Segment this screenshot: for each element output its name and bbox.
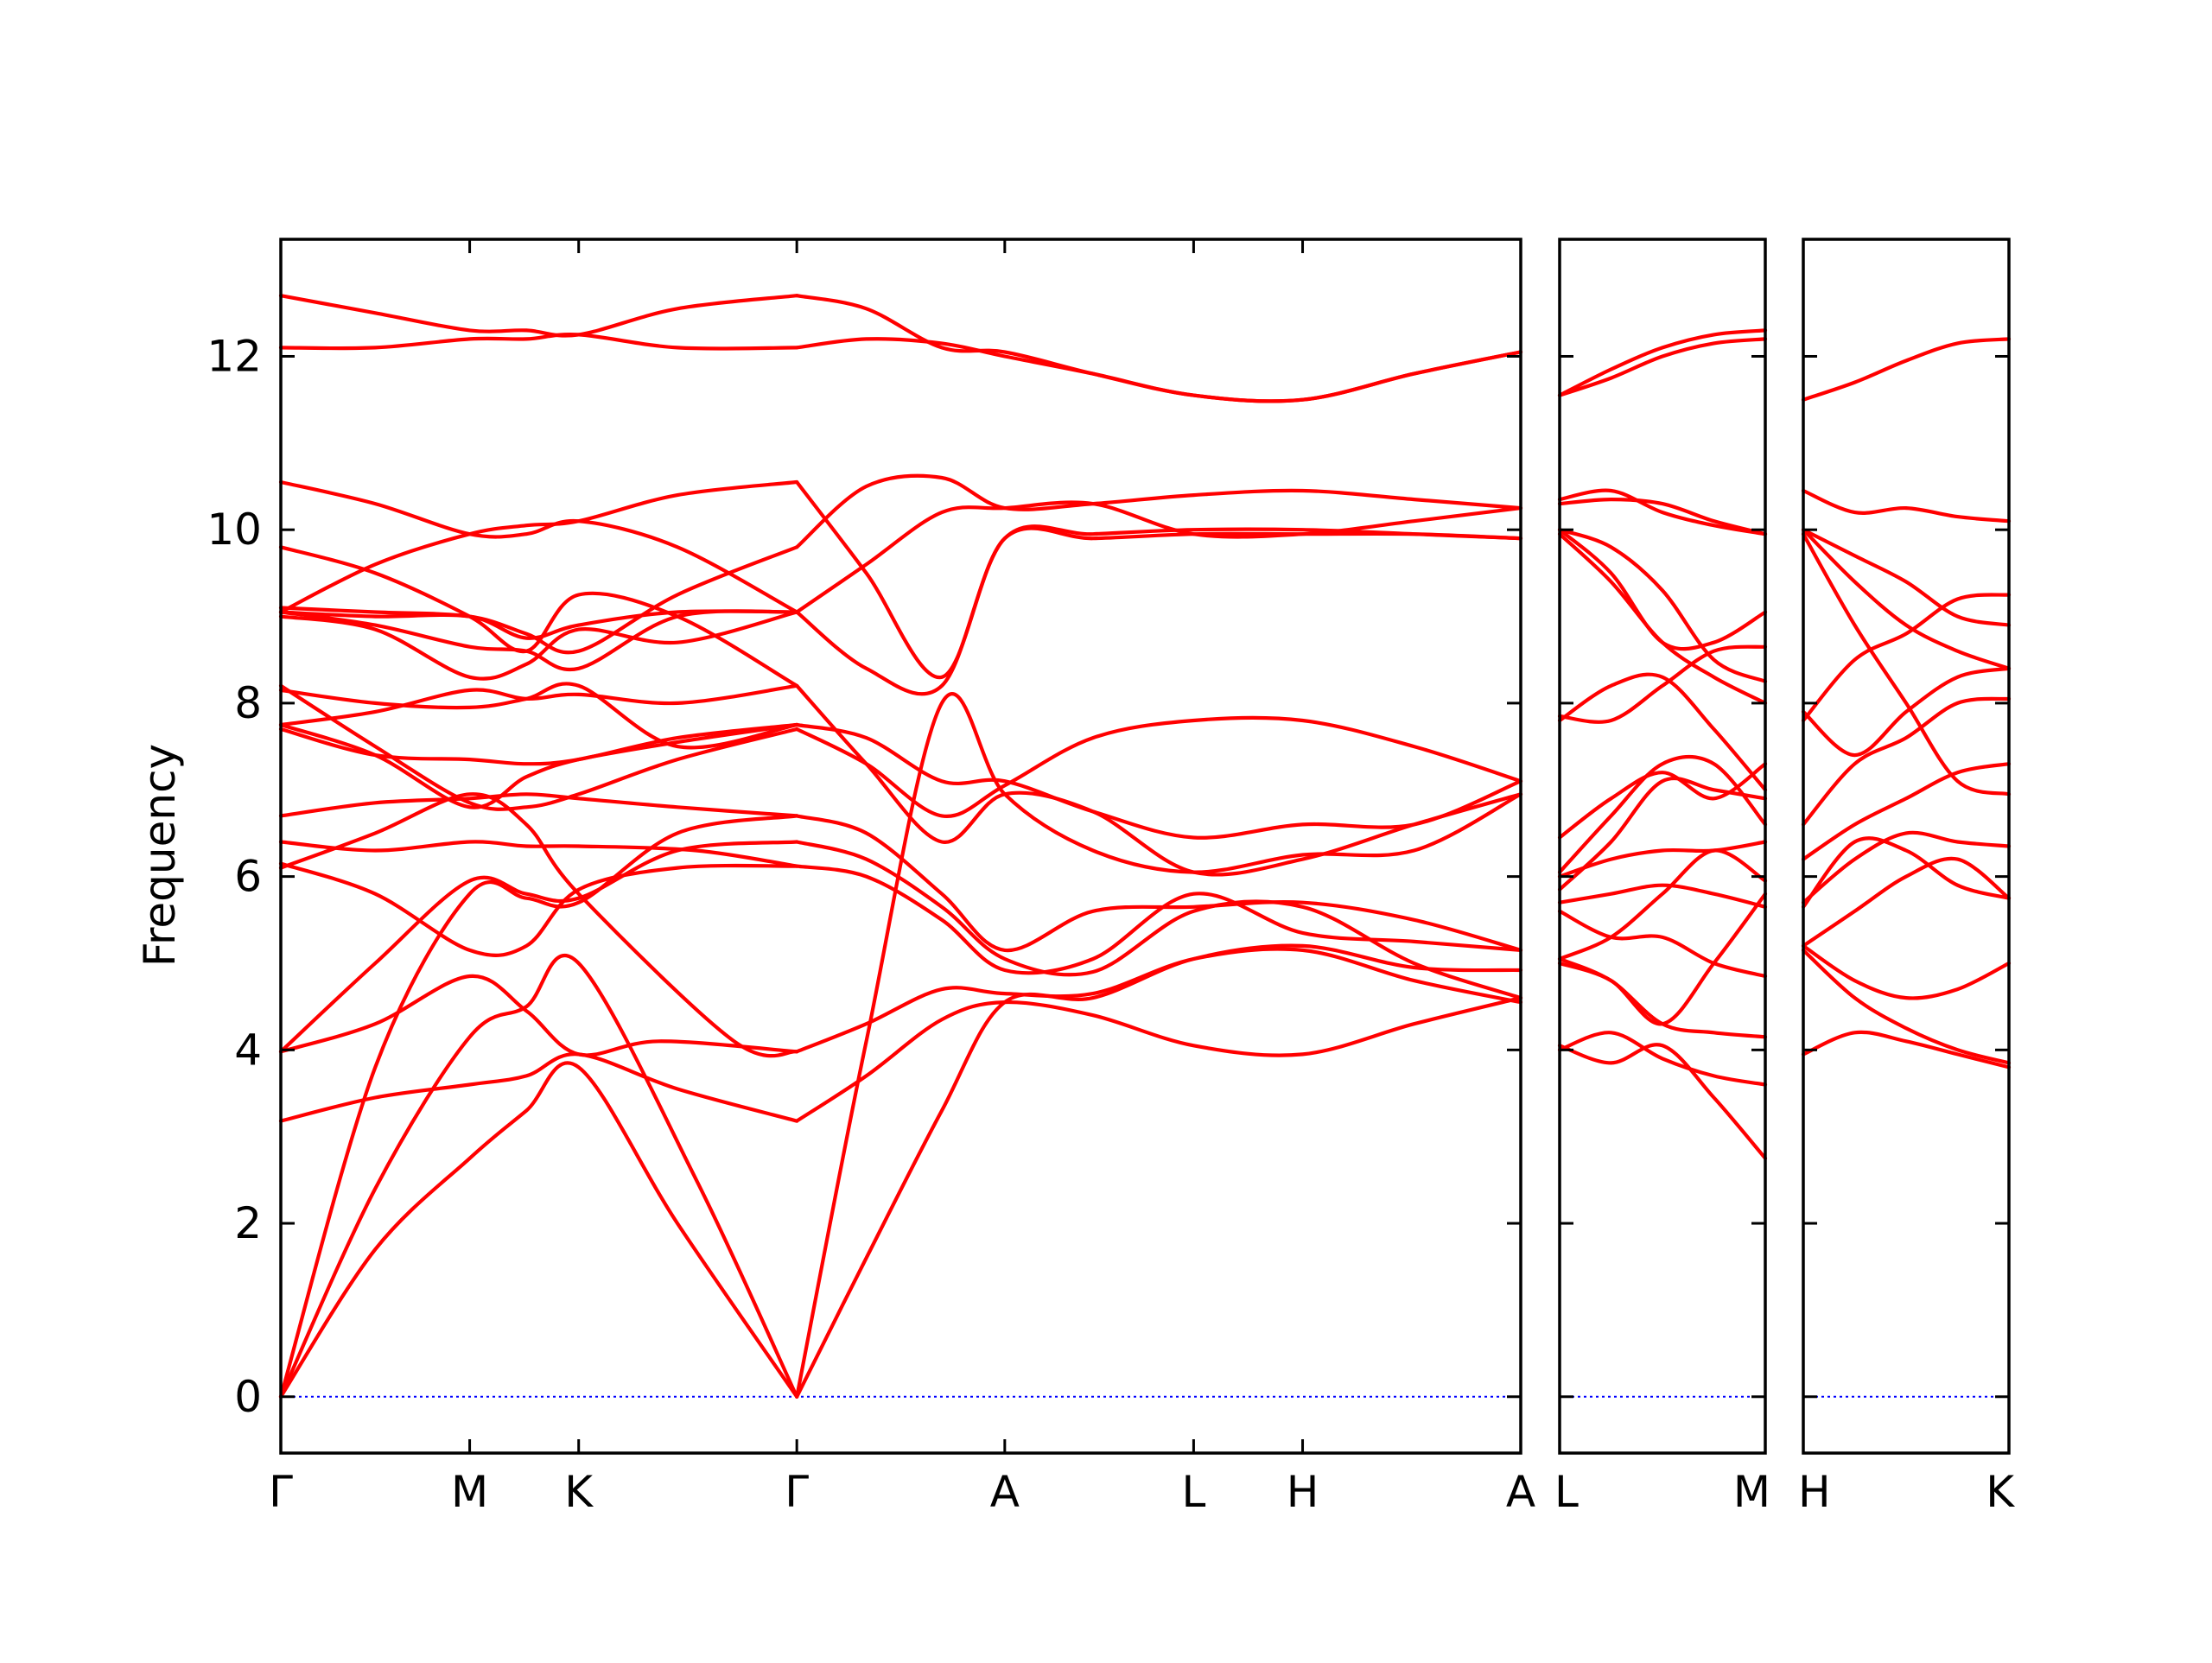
- x-tick-label: Γ: [785, 1467, 809, 1517]
- y-tick-label: 8: [234, 678, 262, 728]
- band-line-p1-19: [278, 545, 799, 655]
- band-line-p2-12: [1557, 672, 1768, 792]
- band-line-p1-26: [795, 692, 1523, 1399]
- band-line-p3-5: [1801, 836, 2012, 909]
- x-tick-label: H: [1798, 1467, 1831, 1517]
- y-tick-label: 12: [207, 331, 262, 381]
- band-line-p1-27: [795, 996, 1523, 1123]
- band-line-p2-2: [1557, 1031, 1768, 1087]
- band-line-p1-16: [278, 610, 799, 681]
- band-line-p2-13: [1557, 644, 1768, 724]
- band-line-p1-24: [278, 294, 799, 338]
- band-line-p1-2: [278, 954, 799, 1399]
- band-line-p2-5: [1557, 848, 1768, 962]
- band-line-p1-7: [278, 861, 799, 957]
- x-tick-label: L: [1554, 1467, 1579, 1517]
- y-tick-label: 10: [207, 505, 262, 555]
- x-tick-label: A: [1506, 1467, 1535, 1517]
- panel-1: 0 2 4 6 8 10 12 Γ M K Γ A L H A: [207, 238, 1535, 1517]
- band-line-p3-6: [1801, 830, 2012, 904]
- band-line-p1-5: [278, 814, 799, 1399]
- band-line-p1-12: [278, 683, 799, 811]
- band-line-p1-34: [795, 683, 1523, 877]
- band-line-p1-38: [795, 479, 1523, 679]
- band-line-p1-31: [795, 814, 1523, 953]
- band-line-p1-35: [795, 524, 1523, 696]
- band-line-p1-18: [278, 609, 799, 640]
- band-line-p3-11: [1801, 532, 2012, 797]
- band-line-p1-4: [278, 974, 799, 1057]
- band-line-p1-29: [795, 864, 1523, 975]
- y-tick-label: 6: [234, 852, 262, 902]
- band-line-p2-8: [1557, 840, 1768, 879]
- y-tick-label: 0: [234, 1372, 262, 1422]
- band-line-p2-1: [1557, 1043, 1768, 1160]
- band-line-p2-16: [1557, 528, 1768, 683]
- x-tick-label: L: [1181, 1467, 1205, 1517]
- band-line-p1-3: [278, 1052, 799, 1123]
- band-line-p1-1: [278, 1061, 799, 1399]
- band-line-p1-8: [278, 792, 799, 1058]
- band-line-p2-11: [1557, 762, 1768, 840]
- band-line-p2-18: [1557, 488, 1768, 536]
- band-line-p3-8: [1801, 696, 2012, 827]
- band-line-p1-32: [795, 715, 1523, 818]
- band-line-p2-9: [1557, 776, 1768, 892]
- band-line-p1-21: [278, 479, 799, 614]
- x-tick-label: M: [451, 1467, 488, 1517]
- band-line-p1-37: [795, 473, 1523, 549]
- band-line-p1-22: [278, 479, 799, 614]
- x-tick-label: Γ: [269, 1467, 293, 1517]
- band-line-p1-36: [795, 500, 1523, 614]
- band-line-p3-1: [1801, 1030, 2012, 1070]
- band-line-p1-23: [278, 332, 799, 351]
- band-line-p3-9: [1801, 593, 2012, 723]
- band-line-p2-6: [1557, 909, 1768, 979]
- band-line-p1-33: [795, 722, 1523, 840]
- band-line-p1-9: [278, 840, 799, 868]
- y-axis-label: Frequency: [135, 744, 185, 967]
- band-line-p3-3: [1801, 943, 2012, 1000]
- band-line-p2-15: [1557, 528, 1768, 651]
- band-line-p2-17: [1557, 498, 1768, 536]
- band-line-p3-4: [1801, 856, 2012, 948]
- panel-frame: [1558, 238, 1767, 1455]
- band-line-p1-10: [278, 792, 799, 818]
- band-line-p2-20: [1557, 337, 1768, 397]
- band-line-p1-40: [795, 294, 1523, 403]
- band-line-p1-15: [278, 682, 799, 750]
- band-line-p1-25: [795, 943, 1523, 1399]
- panel-frame: [1802, 238, 2011, 1455]
- panel-frame: [279, 238, 1522, 1455]
- band-line-p1-14: [278, 683, 799, 727]
- y-tick-label: 2: [234, 1198, 262, 1248]
- band-line-p1-28: [795, 947, 1523, 1054]
- band-line-p3-13: [1801, 528, 2012, 627]
- x-tick-label: M: [1733, 1467, 1770, 1517]
- band-line-p1-13: [278, 722, 799, 766]
- band-line-p2-7: [1557, 883, 1768, 909]
- band-line-p2-10: [1557, 754, 1768, 874]
- band-line-p3-7: [1801, 762, 2012, 861]
- band-line-p1-20: [278, 545, 799, 688]
- band-line-p2-4: [1557, 892, 1768, 1026]
- x-tick-label: H: [1287, 1467, 1319, 1517]
- band-line-p1-39: [795, 337, 1523, 403]
- x-tick-label: K: [564, 1467, 594, 1517]
- band-line-p3-15: [1801, 337, 2012, 402]
- x-tick-label: A: [990, 1467, 1020, 1517]
- band-line-p3-10: [1801, 666, 2012, 758]
- band-line-p2-19: [1557, 328, 1768, 397]
- x-tick-label: K: [1986, 1467, 2015, 1517]
- band-line-p3-2: [1801, 948, 2012, 1065]
- band-line-p3-14: [1801, 488, 2012, 524]
- band-line-p3-12: [1801, 528, 2012, 670]
- band-line-p1-30: [795, 840, 1523, 1000]
- y-tick-label: 4: [234, 1025, 262, 1075]
